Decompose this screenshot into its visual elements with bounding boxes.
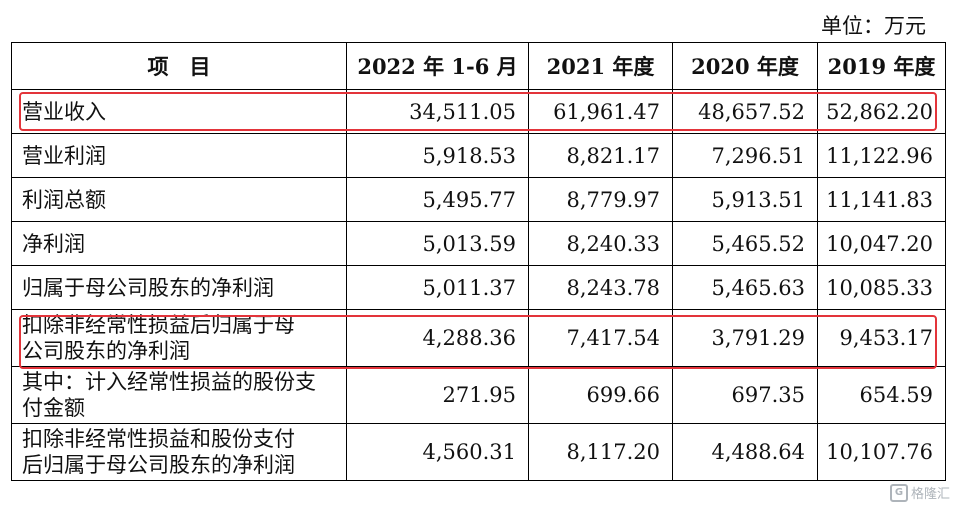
row-label-line: 后归属于母公司股东的净利润 bbox=[22, 453, 295, 477]
table-row: 利润总额 5,495.77 8,779.97 5,913.51 11,141.8… bbox=[11, 177, 946, 222]
header-2019: 2019 年度 bbox=[817, 42, 946, 90]
row-label-line: 公司股东的净利润 bbox=[22, 339, 190, 363]
cell-value: 5,495.77 bbox=[346, 177, 529, 222]
cell-value: 5,465.63 bbox=[672, 265, 818, 310]
cell-value: 8,243.78 bbox=[528, 265, 673, 310]
cell-value: 52,862.20 bbox=[817, 89, 946, 134]
row-label-line: 付金额 bbox=[22, 396, 85, 420]
cell-value: 5,913.51 bbox=[672, 177, 818, 222]
table-row: 营业利润 5,918.53 8,821.17 7,296.51 11,122.9… bbox=[11, 133, 946, 178]
table-row: 营业收入 34,511.05 61,961.47 48,657.52 52,86… bbox=[11, 89, 946, 134]
cell-value: 271.95 bbox=[346, 366, 529, 424]
row-label-line: 其中：计入经常性损益的股份支 bbox=[22, 370, 316, 394]
watermark: G 格隆汇 bbox=[889, 483, 950, 502]
row-label: 扣除非经常性损益和股份支付 后归属于母公司股东的净利润 bbox=[11, 423, 347, 481]
cell-value: 8,240.33 bbox=[528, 221, 673, 266]
header-item: 项 目 bbox=[11, 42, 347, 90]
cell-value: 5,918.53 bbox=[346, 133, 529, 178]
cell-value: 11,141.83 bbox=[817, 177, 946, 222]
row-label: 其中：计入经常性损益的股份支 付金额 bbox=[11, 366, 347, 424]
row-label: 营业利润 bbox=[11, 133, 347, 178]
watermark-logo-icon: G bbox=[889, 483, 908, 502]
cell-value: 5,013.59 bbox=[346, 221, 529, 266]
header-2020: 2020 年度 bbox=[672, 42, 818, 90]
row-label: 扣除非经常性损益后归属于母 公司股东的净利润 bbox=[11, 309, 347, 367]
cell-value: 3,791.29 bbox=[672, 309, 818, 367]
cell-value: 34,511.05 bbox=[346, 89, 529, 134]
cell-value: 8,779.97 bbox=[528, 177, 673, 222]
cell-value: 61,961.47 bbox=[528, 89, 673, 134]
financial-table: 项 目 2022 年 1-6 月 2021 年度 2020 年度 2019 年度… bbox=[11, 42, 946, 481]
header-2021: 2021 年度 bbox=[528, 42, 673, 90]
row-label: 营业收入 bbox=[11, 89, 347, 134]
table-row: 扣除非经常性损益和股份支付 后归属于母公司股东的净利润 4,560.31 8,1… bbox=[11, 423, 946, 481]
cell-value: 10,047.20 bbox=[817, 221, 946, 266]
table-header-row: 项 目 2022 年 1-6 月 2021 年度 2020 年度 2019 年度 bbox=[11, 42, 946, 90]
cell-value: 5,011.37 bbox=[346, 265, 529, 310]
table-row: 扣除非经常性损益后归属于母 公司股东的净利润 4,288.36 7,417.54… bbox=[11, 309, 946, 367]
row-label: 利润总额 bbox=[11, 177, 347, 222]
cell-value: 4,288.36 bbox=[346, 309, 529, 367]
cell-value: 4,488.64 bbox=[672, 423, 818, 481]
row-label: 归属于母公司股东的净利润 bbox=[11, 265, 347, 310]
cell-value: 654.59 bbox=[817, 366, 946, 424]
cell-value: 10,085.33 bbox=[817, 265, 946, 310]
cell-value: 48,657.52 bbox=[672, 89, 818, 134]
cell-value: 7,417.54 bbox=[528, 309, 673, 367]
cell-value: 11,122.96 bbox=[817, 133, 946, 178]
cell-value: 4,560.31 bbox=[346, 423, 529, 481]
row-label: 净利润 bbox=[11, 221, 347, 266]
cell-value: 699.66 bbox=[528, 366, 673, 424]
table-row: 净利润 5,013.59 8,240.33 5,465.52 10,047.20 bbox=[11, 221, 946, 266]
header-2022h1: 2022 年 1-6 月 bbox=[346, 42, 529, 90]
cell-value: 8,821.17 bbox=[528, 133, 673, 178]
table-row: 其中：计入经常性损益的股份支 付金额 271.95 699.66 697.35 … bbox=[11, 366, 946, 424]
cell-value: 9,453.17 bbox=[817, 309, 946, 367]
cell-value: 8,117.20 bbox=[528, 423, 673, 481]
row-label-line: 扣除非经常性损益后归属于母 bbox=[22, 313, 295, 337]
cell-value: 7,296.51 bbox=[672, 133, 818, 178]
cell-value: 697.35 bbox=[672, 366, 818, 424]
row-label-line: 扣除非经常性损益和股份支付 bbox=[22, 427, 295, 451]
cell-value: 5,465.52 bbox=[672, 221, 818, 266]
watermark-text: 格隆汇 bbox=[910, 487, 950, 502]
cell-value: 10,107.76 bbox=[817, 423, 946, 481]
unit-label: 单位：万元 bbox=[821, 14, 926, 38]
table-row: 归属于母公司股东的净利润 5,011.37 8,243.78 5,465.63 … bbox=[11, 265, 946, 310]
